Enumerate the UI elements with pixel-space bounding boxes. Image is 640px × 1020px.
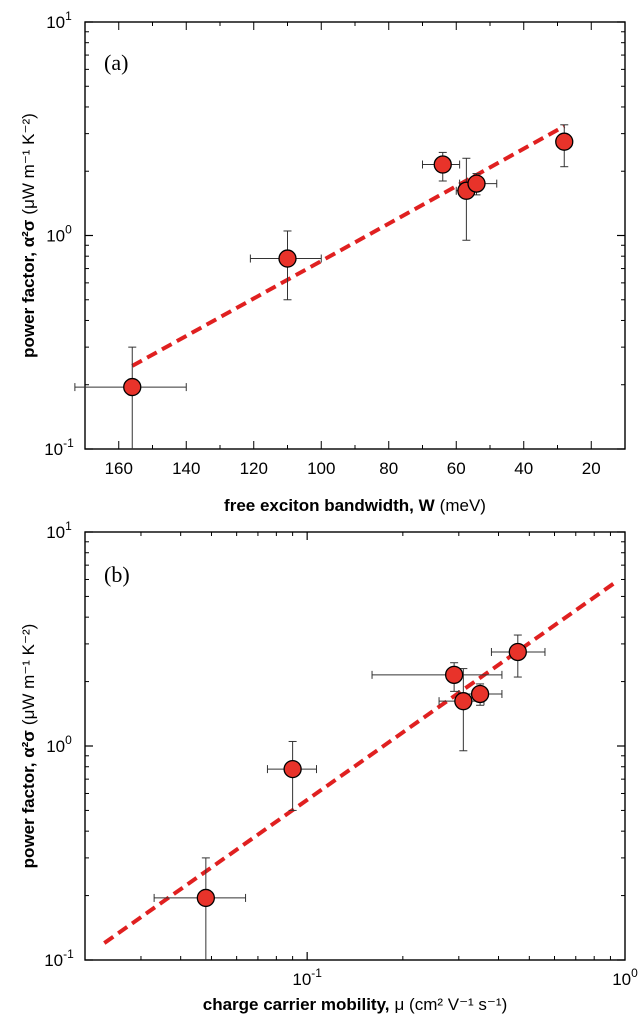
x-tick-label: 80 [379, 459, 398, 478]
y-tick-label-exp: 1 [65, 519, 72, 533]
y-tick-label-exp: -1 [63, 947, 74, 961]
data-point [278, 249, 297, 268]
data-point [508, 642, 527, 662]
y-tick-label-exp: 1 [65, 9, 72, 23]
y-tick-label: 10-1 [44, 436, 74, 459]
data-point [283, 759, 302, 779]
y-tick-label: 101 [46, 519, 72, 542]
data-point [444, 665, 464, 685]
x-axis-label-main: free exciton bandwidth, W [224, 496, 436, 515]
y-axis-label-unit: (μW m⁻¹ K⁻²) [19, 624, 38, 725]
fit-line [131, 124, 566, 368]
y-tick-label-base: 10 [46, 227, 65, 246]
x-tick-label: 20 [582, 459, 601, 478]
x-tick-label: 100 [612, 966, 638, 989]
x-axis-label: charge carrier mobility, μ (cm² V⁻¹ s⁻¹) [203, 995, 507, 1014]
y-tick-label: 100 [46, 733, 72, 756]
data-point [123, 377, 142, 397]
data-point [470, 684, 490, 704]
x-tick-label-base: 10 [292, 970, 311, 989]
x-tick-label: 60 [447, 459, 466, 478]
x-tick-label-base: 10 [612, 970, 631, 989]
y-tick-label: 101 [46, 9, 72, 32]
y-axis-label: power factor, α²σ (μW m⁻¹ K⁻²) [19, 624, 38, 869]
y-tick-label: 100 [46, 223, 72, 246]
x-tick-label: 120 [240, 459, 268, 478]
data-point [555, 132, 574, 151]
y-tick-label-base: 10 [44, 951, 63, 970]
y-tick-label-exp: 0 [65, 733, 72, 747]
panel-label: (a) [104, 50, 128, 75]
plot-frame [84, 21, 626, 450]
y-axis-label-main: power factor, α²σ [19, 219, 38, 358]
x-tick-label-exp: 0 [631, 966, 638, 980]
x-tick-label: 140 [172, 459, 200, 478]
data-point [467, 174, 486, 193]
data-point [433, 155, 452, 174]
data-point [196, 888, 215, 908]
y-tick-label-exp: -1 [63, 436, 74, 450]
y-tick-label-base: 10 [46, 737, 65, 756]
y-tick-label: 10-1 [44, 947, 74, 970]
y-tick-label-exp: 0 [65, 223, 72, 237]
y-tick-label-base: 10 [44, 440, 63, 459]
x-tick-label: 10-1 [292, 966, 322, 989]
x-axis-label-unit: μ (cm² V⁻¹ s⁻¹) [395, 995, 508, 1014]
x-axis-label-main: charge carrier mobility, [203, 995, 390, 1014]
x-tick-label: 100 [307, 459, 335, 478]
y-tick-label-base: 10 [46, 523, 65, 542]
y-axis-label: power factor, α²σ (μW m⁻¹ K⁻²) [19, 113, 38, 358]
x-axis-label: free exciton bandwidth, W (meV) [224, 496, 486, 515]
y-axis-label-unit: (μW m⁻¹ K⁻²) [19, 113, 38, 214]
fit-line [103, 580, 617, 945]
panel-label: (b) [104, 562, 130, 587]
x-tick-label: 160 [105, 459, 133, 478]
x-tick-label: 40 [514, 459, 533, 478]
y-tick-label-base: 10 [46, 13, 65, 32]
y-axis-label-main: power factor, α²σ [19, 730, 38, 869]
x-tick-label-exp: -1 [311, 966, 322, 980]
x-axis-label-unit: (meV) [440, 496, 486, 515]
plot-frame [84, 531, 626, 961]
data-point [454, 692, 473, 711]
